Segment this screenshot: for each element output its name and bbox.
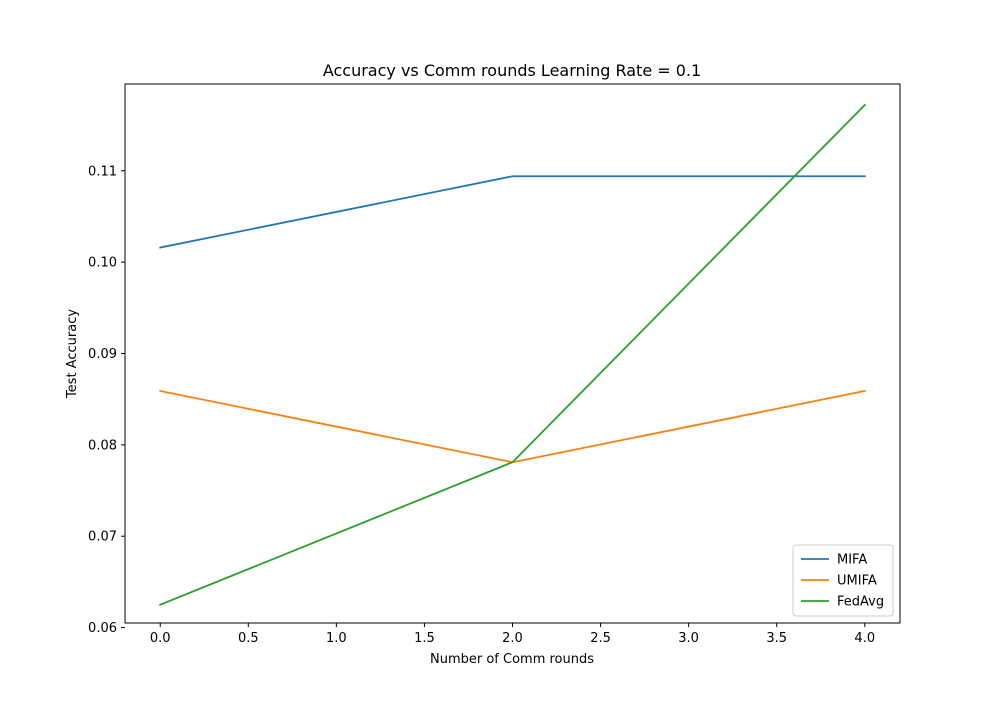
- x-axis-label: Number of Comm rounds: [430, 652, 594, 667]
- y-axis-ticks: 0.06 0.07 0.08 0.09 0.10 0.11: [88, 164, 125, 636]
- chart-title: Accuracy vs Comm rounds Learning Rate = …: [323, 61, 701, 80]
- legend-label-fedavg: FedAvg: [837, 595, 884, 610]
- series-lines: [159, 103, 867, 606]
- x-tick-label: 0.5: [238, 631, 259, 646]
- legend-box: [792, 544, 894, 617]
- x-tick-label: 3.5: [766, 631, 787, 646]
- y-tick-label: 0.06: [88, 621, 117, 636]
- series-line-umifa: [159, 389, 866, 464]
- legend-label-umifa: UMIFA: [837, 574, 877, 589]
- y-axis-label: Test Accuracy: [65, 309, 80, 399]
- x-tick-label: 1.0: [326, 631, 347, 646]
- legend: MIFA UMIFA FedAvg: [792, 544, 894, 617]
- axes-frame: [124, 83, 901, 624]
- x-tick-label: 1.5: [414, 631, 435, 646]
- x-axis-ticks: 0.0 0.5 1.0 1.5 2.0 2.5 3.0 3.5 4.0: [150, 623, 875, 646]
- y-tick-label: 0.09: [88, 347, 117, 362]
- x-tick-label: 2.5: [590, 631, 611, 646]
- legend-label-mifa: MIFA: [837, 553, 867, 568]
- y-tick-label: 0.10: [88, 256, 117, 271]
- series-line-mifa: [159, 175, 866, 249]
- x-tick-label: 0.0: [150, 631, 171, 646]
- y-tick-label: 0.11: [88, 164, 117, 179]
- series-line-fedavg: [159, 103, 867, 606]
- x-tick-label: 3.0: [678, 631, 699, 646]
- y-tick-label: 0.08: [88, 438, 117, 453]
- y-tick-label: 0.07: [88, 530, 117, 545]
- x-tick-label: 2.0: [502, 631, 523, 646]
- x-tick-label: 4.0: [854, 631, 875, 646]
